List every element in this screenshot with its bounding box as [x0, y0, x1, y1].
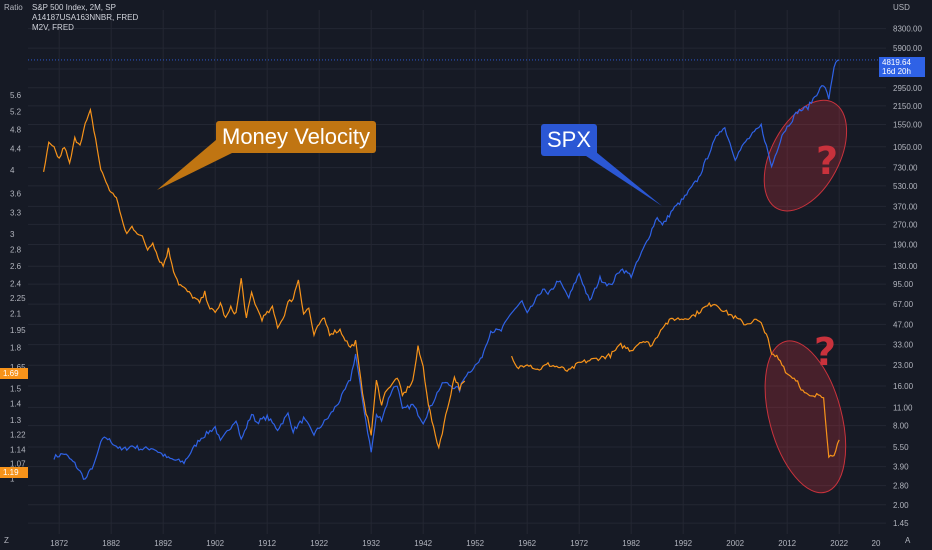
- grid-lines: [28, 10, 886, 534]
- x-tick-label: 1972: [570, 539, 588, 548]
- left-tick-label: 1.14: [10, 445, 26, 454]
- left-tick-label: 1.95: [10, 326, 26, 335]
- legend-fred-series[interactable]: A14187USA163NNBR, FRED: [32, 13, 139, 22]
- series-lines: [43, 59, 840, 480]
- right-axis-unit: USD: [893, 3, 910, 12]
- right-tick-label: 2.00: [893, 501, 909, 510]
- right-tick-label: 530.00: [893, 182, 918, 191]
- velocity-series-line: [511, 301, 840, 459]
- right-tick-label: 67.00: [893, 300, 914, 309]
- x-tick-label: 1962: [518, 539, 536, 548]
- right-tick-label: 190.00: [893, 241, 918, 250]
- left-tick-label: 2.8: [10, 245, 22, 254]
- left-tick-label: 1.22: [10, 430, 26, 439]
- left-tick-label: 3.6: [10, 189, 22, 198]
- right-tick-label: 33.00: [893, 341, 914, 350]
- velocity-price-tag-2: 1.19: [0, 467, 28, 478]
- legend-spx[interactable]: S&P 500 Index, 2M, SP: [32, 3, 116, 12]
- right-tick-label: 3.90: [893, 463, 909, 472]
- left-tick-label: 1.4: [10, 400, 22, 409]
- spx-price-tag: 4819.64 16d 20h: [879, 57, 925, 77]
- left-tick-label: 4: [10, 166, 15, 175]
- x-tick-label: 20: [872, 539, 881, 548]
- left-tick-label: 4.4: [10, 145, 22, 154]
- x-tick-label: 1872: [50, 539, 68, 548]
- right-tick-label: 730.00: [893, 164, 918, 173]
- left-tick-label: 1.5: [10, 384, 22, 393]
- right-tick-label: 2150.00: [893, 102, 922, 111]
- velocity-series-line: [43, 107, 466, 450]
- left-tick-label: 1: [10, 475, 15, 484]
- right-tick-label: 1.45: [893, 519, 909, 528]
- right-tick-label: 2950.00: [893, 84, 922, 93]
- axis-ticks: 8300.005900.004100.002950.002150.001550.…: [10, 25, 922, 548]
- annotation-pointers: [157, 140, 662, 206]
- right-tick-label: 8300.00: [893, 25, 922, 34]
- x-tick-label: 2002: [726, 539, 744, 548]
- left-tick-label: 1.65: [10, 363, 26, 372]
- right-tick-label: 5.50: [893, 443, 909, 452]
- left-tick-label: 4.8: [10, 125, 22, 134]
- left-tick-label: 1.07: [10, 460, 26, 469]
- auto-scale-icon[interactable]: A: [905, 536, 911, 545]
- x-tick-label: 1982: [622, 539, 640, 548]
- right-tick-label: 1050.00: [893, 143, 922, 152]
- spx-price-value: 4819.64: [882, 58, 911, 67]
- x-tick-label: 1912: [258, 539, 276, 548]
- x-tick-label: 2012: [778, 539, 796, 548]
- x-tick-label: 1952: [466, 539, 484, 548]
- money-velocity-pointer: [157, 140, 232, 190]
- money-velocity-label: Money Velocity: [216, 121, 376, 153]
- left-tick-label: 2.4: [10, 280, 22, 289]
- spx-pointer: [580, 152, 662, 206]
- legend-m2v[interactable]: M2V, FRED: [32, 23, 74, 32]
- right-tick-label: 11.00: [893, 403, 913, 412]
- right-tick-label: 130.00: [893, 262, 918, 271]
- right-tick-label: 2.80: [893, 482, 909, 491]
- left-tick-label: 3: [10, 230, 15, 239]
- x-tick-label: 1882: [102, 539, 120, 548]
- chart-legend: S&P 500 Index, 2M, SP A14187USA163NNBR, …: [32, 3, 138, 33]
- log-scale-icon[interactable]: Z: [4, 536, 9, 545]
- velocity-highlight-ellipse: [764, 340, 847, 494]
- x-tick-label: 1902: [206, 539, 224, 548]
- question-mark-top: ?: [816, 139, 839, 183]
- left-tick-label: 2.25: [10, 294, 26, 303]
- right-tick-label: 370.00: [893, 202, 918, 211]
- left-tick-label: 5.2: [10, 107, 22, 116]
- right-tick-label: 8.00: [893, 422, 909, 431]
- x-tick-label: 2022: [830, 539, 848, 548]
- left-tick-label: 1.8: [10, 344, 22, 353]
- x-tick-label: 1942: [414, 539, 432, 548]
- left-tick-label: 3.3: [10, 209, 22, 218]
- left-tick-label: 1.3: [10, 416, 22, 425]
- right-tick-label: 16.00: [893, 382, 914, 391]
- x-tick-label: 1992: [674, 539, 692, 548]
- spx-series-line: [53, 59, 840, 480]
- left-axis-unit: Ratio: [4, 3, 23, 12]
- x-tick-label: 1892: [154, 539, 172, 548]
- left-tick-label: 5.6: [10, 91, 22, 100]
- left-tick-label: 2.1: [10, 309, 22, 318]
- left-tick-label: 2.6: [10, 262, 22, 271]
- right-tick-label: 270.00: [893, 220, 918, 229]
- spx-label: SPX: [541, 124, 598, 156]
- right-tick-label: 5900.00: [893, 44, 922, 53]
- highlight-ellipses: [763, 99, 848, 494]
- spx-price-countdown: 16d 20h: [882, 67, 911, 76]
- right-tick-label: 47.00: [893, 320, 914, 329]
- velocity-price-tag-1: 1.69: [0, 368, 28, 379]
- right-tick-label: 95.00: [893, 280, 914, 289]
- right-tick-label: 23.00: [893, 361, 914, 370]
- right-tick-label: 1550.00: [893, 121, 922, 130]
- question-mark-bottom: ?: [814, 330, 837, 374]
- spx-highlight-ellipse: [763, 99, 848, 212]
- x-tick-label: 1932: [362, 539, 380, 548]
- x-tick-label: 1922: [310, 539, 328, 548]
